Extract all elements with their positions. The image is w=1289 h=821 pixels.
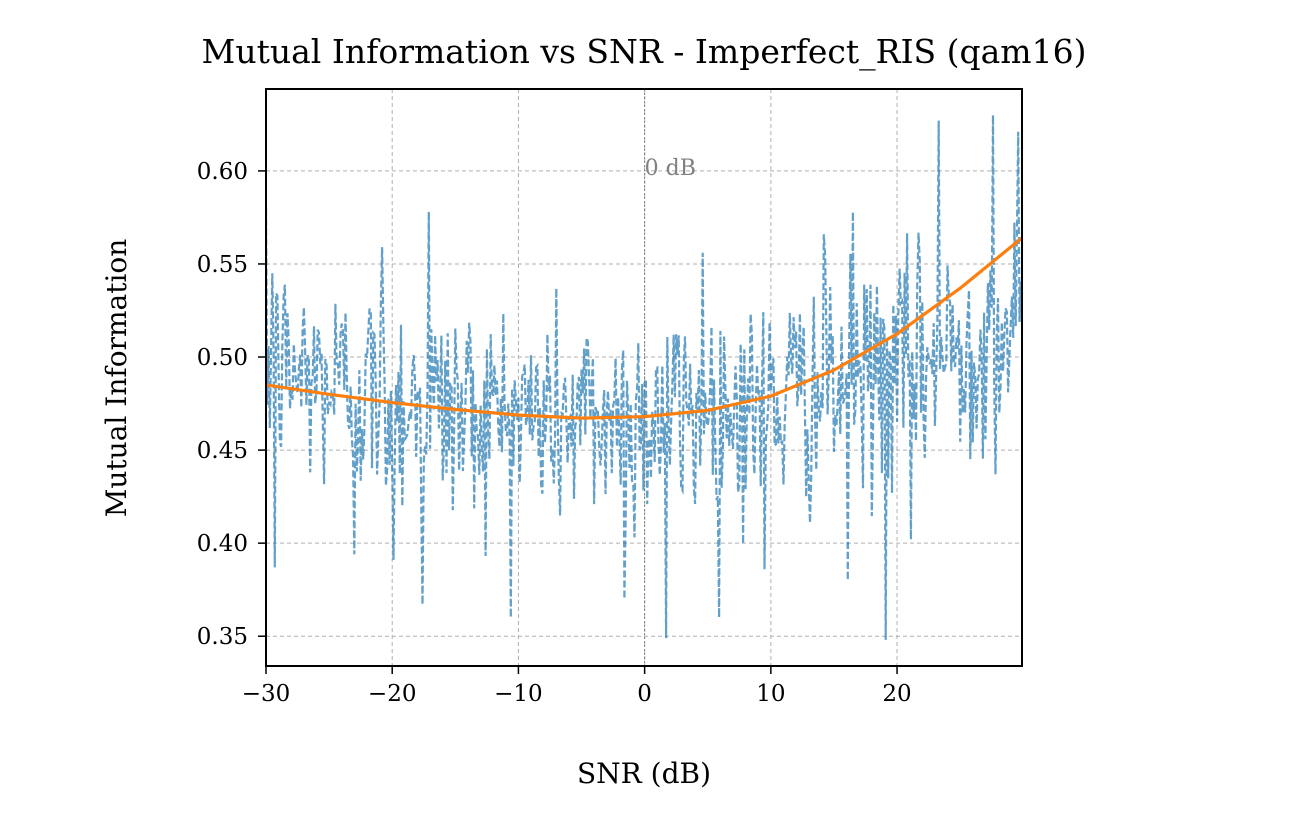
x-axis: −30 −20 −10 0 10 20 bbox=[242, 666, 912, 707]
x-tick-label: 10 bbox=[756, 681, 785, 707]
y-tick-label: 0.60 bbox=[197, 159, 248, 185]
y-tick-label: 0.55 bbox=[197, 252, 248, 278]
y-axis: 0.35 0.40 0.45 0.50 0.55 0.60 bbox=[197, 159, 266, 650]
x-tick-label: 0 bbox=[637, 681, 652, 707]
y-tick-label: 0.50 bbox=[197, 345, 248, 371]
x-tick-label: −30 bbox=[242, 681, 291, 707]
trend-line bbox=[266, 236, 1022, 420]
plot-area bbox=[266, 115, 1022, 640]
chart-title: Mutual Information vs SNR - Imperfect_RI… bbox=[202, 32, 1087, 72]
y-axis-label: Mutual Information bbox=[100, 239, 133, 518]
x-tick-label: 20 bbox=[882, 681, 911, 707]
x-axis-label: SNR (dB) bbox=[577, 757, 711, 790]
x-tick-label: −20 bbox=[368, 681, 417, 707]
y-tick-label: 0.35 bbox=[197, 624, 248, 650]
x-tick-label: −10 bbox=[494, 681, 543, 707]
mi-series-line bbox=[266, 115, 1022, 640]
y-tick-label: 0.40 bbox=[197, 531, 248, 557]
y-tick-label: 0.45 bbox=[197, 438, 248, 464]
zero-db-label: 0 dB bbox=[645, 156, 696, 181]
annotations: 0 dB bbox=[644, 89, 696, 666]
